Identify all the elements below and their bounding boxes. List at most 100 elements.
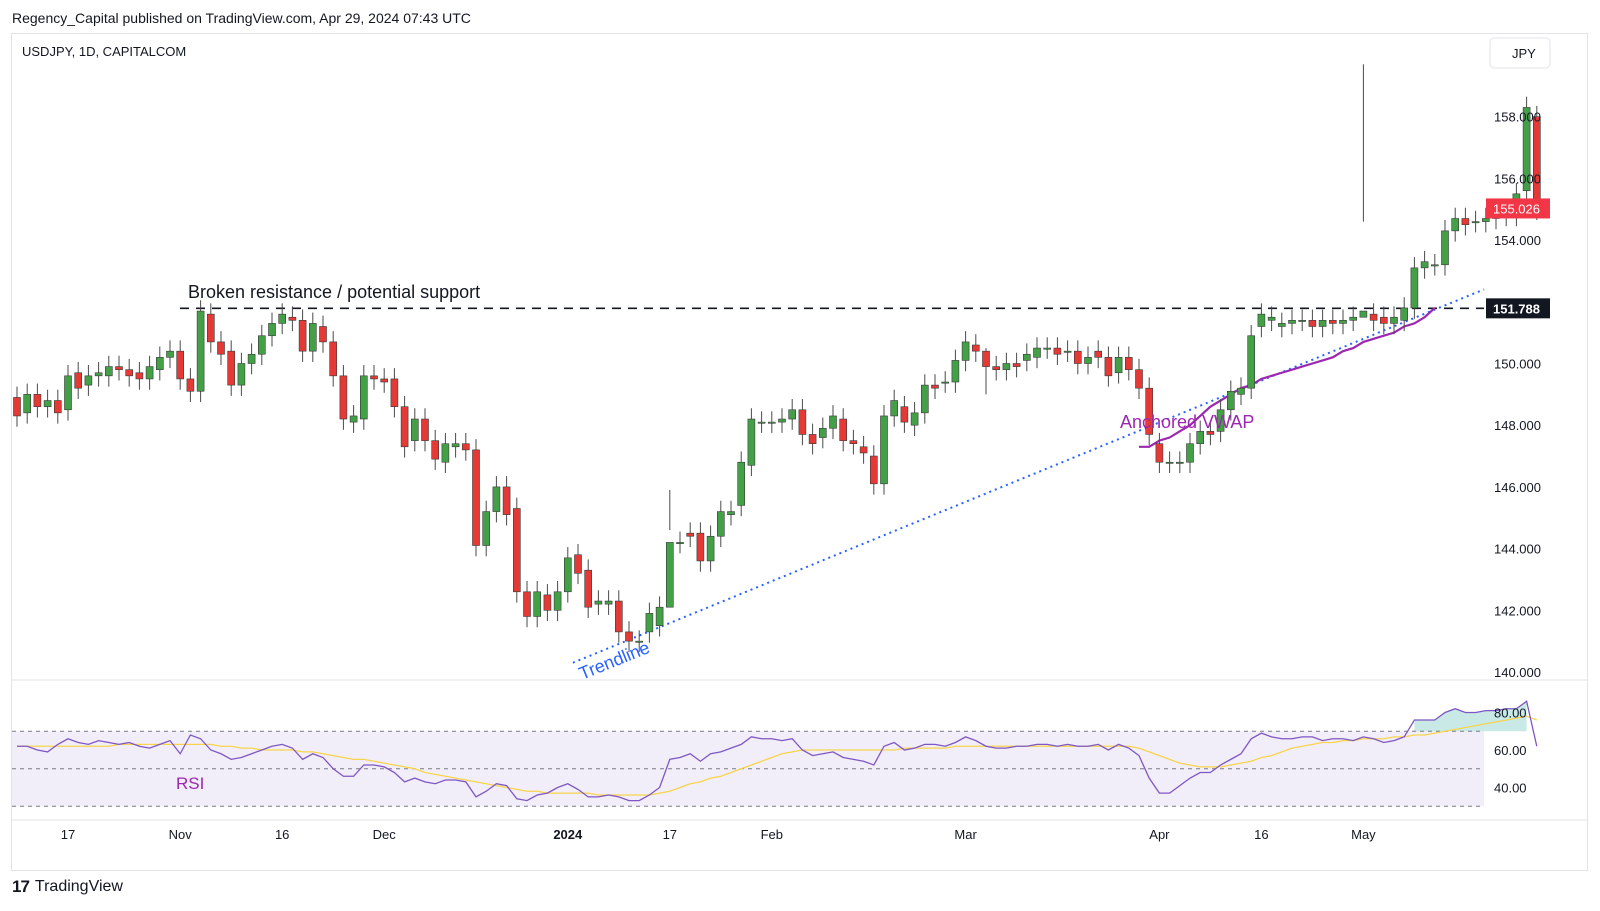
candle[interactable] [635,630,644,652]
candle[interactable] [686,522,695,548]
candle[interactable] [818,417,827,449]
candle[interactable] [298,309,307,362]
candle[interactable] [971,334,980,362]
candle[interactable] [880,405,888,495]
candle[interactable] [278,303,287,335]
candle[interactable] [523,580,531,628]
candle[interactable] [1237,377,1245,406]
candle[interactable] [115,355,123,381]
candle[interactable] [1094,340,1102,369]
candle[interactable] [1033,337,1041,369]
candle[interactable] [1125,346,1133,381]
candle[interactable] [482,500,491,557]
candle[interactable] [941,371,950,393]
candle[interactable] [1165,451,1174,474]
candle[interactable] [869,445,878,495]
candle[interactable] [1298,309,1306,332]
candle[interactable] [1349,306,1357,332]
candle[interactable] [1063,340,1072,362]
candle[interactable] [1278,312,1286,338]
candle[interactable] [1461,207,1470,236]
candle[interactable] [829,405,837,440]
candle[interactable] [696,522,705,572]
candle[interactable] [319,315,327,353]
candle[interactable] [166,340,174,369]
candle[interactable] [1104,346,1113,387]
candle[interactable] [1022,343,1031,372]
candle[interactable] [961,331,970,372]
candle[interactable] [1186,432,1194,474]
candle[interactable] [84,365,93,396]
candle[interactable] [217,331,225,366]
candle[interactable] [227,340,235,396]
candle[interactable] [1482,207,1490,233]
candle[interactable] [186,368,195,403]
candle[interactable] [33,383,42,418]
candle[interactable] [94,361,103,387]
candle[interactable] [512,497,521,603]
candle[interactable] [1227,380,1235,421]
candle[interactable] [176,340,184,390]
candle[interactable] [23,383,32,424]
candle[interactable] [1135,358,1143,399]
candle[interactable] [247,343,256,375]
footer-brand[interactable]: 17 TradingView [12,877,123,897]
candle[interactable] [1329,309,1337,335]
candle[interactable] [604,590,613,615]
candle[interactable] [145,355,154,390]
candle[interactable] [410,408,419,452]
candle[interactable] [1247,324,1255,399]
candle[interactable] [441,432,450,474]
candle[interactable] [594,590,603,615]
candle[interactable] [910,402,919,436]
candle[interactable] [1420,250,1429,279]
candle[interactable] [1431,253,1439,276]
candle[interactable] [859,435,868,464]
candle[interactable] [1410,257,1419,319]
candle[interactable] [339,365,348,430]
candle[interactable] [920,374,929,424]
candle[interactable] [778,408,786,433]
candle[interactable] [1451,207,1459,242]
candle[interactable] [380,368,389,393]
candle[interactable] [421,408,429,452]
candle[interactable] [64,365,72,421]
candle[interactable] [788,398,797,430]
candle[interactable] [625,621,633,652]
candle[interactable] [1288,309,1296,335]
candle[interactable] [1176,451,1184,474]
candle[interactable] [196,300,205,403]
candle[interactable] [808,423,817,455]
candle[interactable] [1196,420,1204,455]
candle[interactable] [1257,303,1266,338]
candle[interactable] [390,368,399,418]
candle[interactable] [451,432,460,458]
candle[interactable] [502,476,511,526]
candle[interactable] [1084,346,1092,375]
candle[interactable] [1002,352,1011,381]
candle[interactable] [1216,398,1225,443]
candle[interactable] [237,352,246,396]
candle[interactable] [543,584,552,622]
candle[interactable] [1206,420,1215,446]
candle[interactable] [1400,297,1408,332]
candle[interactable] [849,429,858,455]
candle[interactable] [614,590,623,643]
candle[interactable] [207,303,215,353]
candle[interactable] [492,476,501,523]
candle[interactable] [1012,352,1021,378]
candle[interactable] [900,395,909,433]
candle[interactable] [890,389,899,427]
candle[interactable] [676,531,684,554]
candle[interactable] [655,596,664,637]
candle[interactable] [931,374,939,399]
candle[interactable] [105,355,113,387]
candle[interactable] [1339,309,1347,335]
candle[interactable] [982,348,990,395]
candle[interactable] [533,580,542,628]
candle[interactable] [951,349,960,393]
candle[interactable] [992,355,1001,381]
candle[interactable] [706,525,715,572]
candle[interactable] [135,361,144,390]
